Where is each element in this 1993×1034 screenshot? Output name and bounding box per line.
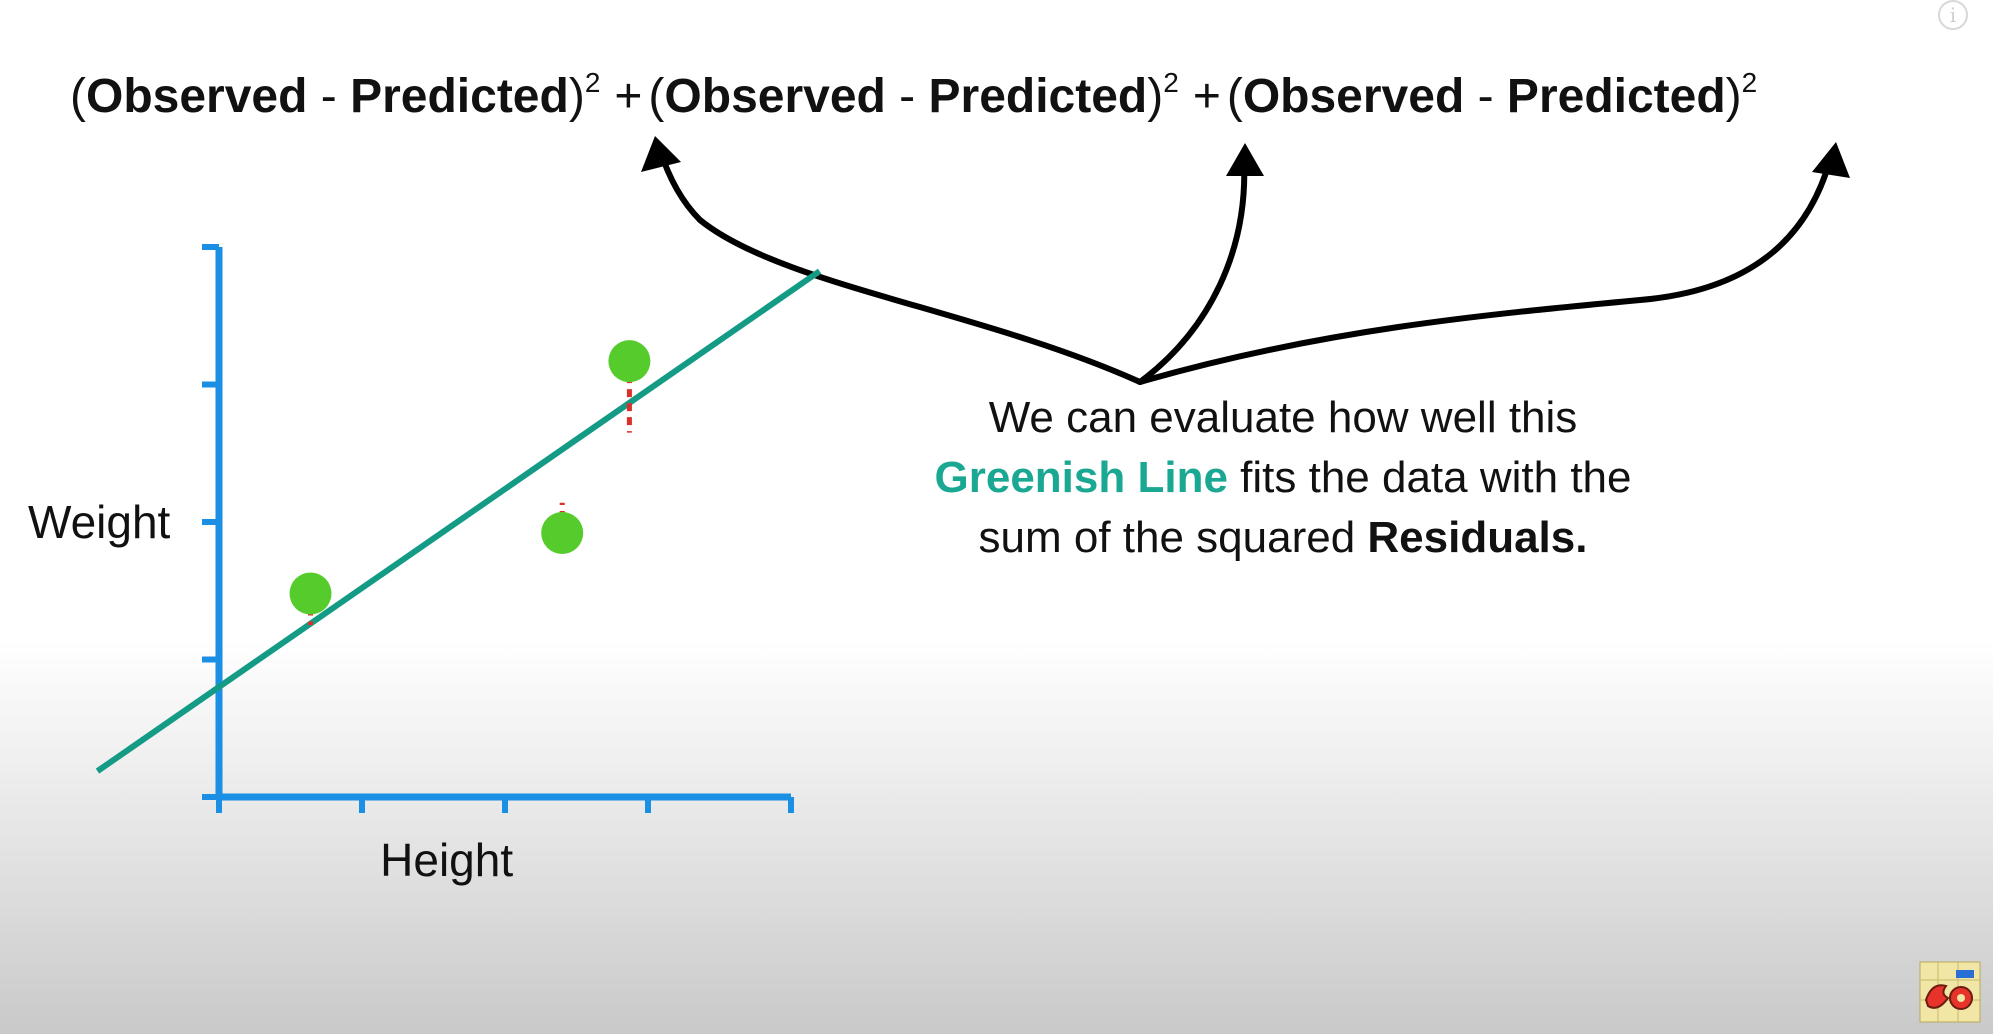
formula-term-2-predicted: Predicted	[929, 70, 1148, 123]
explanation-line-2: Greenish Line fits the data with the	[935, 453, 1632, 502]
data-point	[608, 340, 651, 383]
explanation-line-3-start: sum of the squared	[979, 513, 1368, 562]
arrow-heads	[641, 136, 1850, 178]
formula-plus-2: +	[1193, 70, 1221, 123]
formula-term-1-close: )	[569, 70, 585, 123]
formula-term-2-exponent: 2	[1163, 67, 1179, 98]
data-point	[289, 572, 332, 615]
arrow-head-2	[1226, 143, 1264, 176]
y-axis-label: Weight	[28, 496, 171, 548]
pointer-arrows	[657, 147, 1833, 385]
formula-term-2-observed: Observed	[664, 70, 885, 123]
fit-line	[95, 268, 822, 774]
greenish-line-highlight: Greenish Line	[935, 453, 1228, 502]
arrow-to-term-2	[1137, 157, 1248, 385]
formula-term-1-exponent: 2	[585, 67, 601, 98]
arrow-to-term-1	[657, 147, 1143, 385]
formula-term-2-close: )	[1147, 70, 1163, 123]
arrow-head-3	[1812, 142, 1850, 178]
formula-term-2-minus: -	[886, 70, 929, 123]
formula-term-3-predicted: Predicted	[1507, 70, 1726, 123]
formula-term-1-observed: Observed	[86, 70, 307, 123]
formula-term-3-open: (	[1227, 70, 1243, 123]
data-point	[541, 512, 584, 554]
explanation-line-3: sum of the squared Residuals.	[979, 513, 1588, 562]
explanation-line-2-rest: fits the data with the	[1228, 453, 1632, 502]
formula-term-1-open: (	[70, 70, 86, 123]
formula-term-3-minus: -	[1464, 70, 1507, 123]
residuals-bold: Residuals.	[1367, 513, 1587, 562]
formula-term-3-close: )	[1726, 70, 1742, 123]
x-axis-label: Height	[380, 834, 513, 886]
formula: (Observed - Predicted)2 + (Observed - Pred…	[70, 67, 1757, 123]
info-icon[interactable]: i	[1938, 0, 1968, 30]
explanation-line-1: We can evaluate how well this	[989, 393, 1578, 442]
formula-term-3-exponent: 2	[1742, 67, 1758, 98]
formula-plus-1: +	[614, 70, 642, 123]
formula-term-1-minus: -	[307, 70, 350, 123]
formula-term-1-predicted: Predicted	[350, 70, 569, 123]
arrow-to-term-3	[1137, 157, 1833, 385]
formula-term-3-observed: Observed	[1243, 70, 1464, 123]
scatter-chart: Height Weight	[28, 244, 822, 886]
statquest-logo	[1919, 961, 1981, 1023]
arrow-head-1	[641, 136, 681, 172]
formula-term-2-open: (	[648, 70, 664, 123]
